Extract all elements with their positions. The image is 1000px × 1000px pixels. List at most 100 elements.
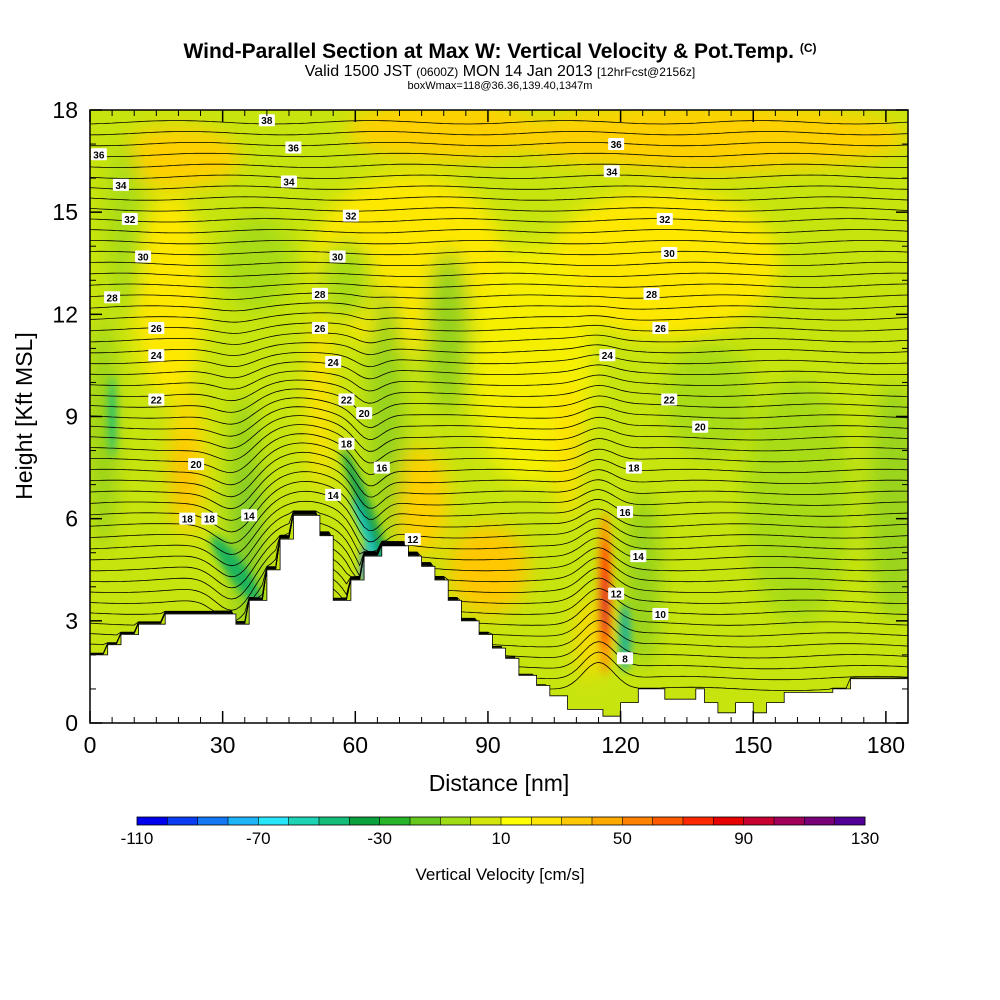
contour-label: 18 (338, 437, 355, 451)
contour-label: 28 (104, 291, 121, 304)
contour-label-text: 34 (606, 167, 618, 178)
contour-label-text: 18 (204, 515, 216, 526)
colorbar-swatch (288, 817, 320, 825)
contour-label-text: 34 (115, 181, 127, 192)
contour-label: 14 (630, 550, 647, 563)
contour-label-text: 16 (619, 508, 631, 519)
theta-contour-line (90, 302, 908, 312)
x-tick-label: 180 (867, 732, 905, 758)
contour-label: 34 (280, 175, 297, 189)
colorbar-swatch (228, 817, 259, 825)
theta-contour-line (90, 406, 908, 440)
colorbar-swatch (167, 817, 199, 825)
contour-label: 32 (121, 212, 138, 226)
y-axis-label: Height [Kft MSL] (11, 332, 37, 499)
contour-label-text: 28 (646, 290, 658, 301)
colorbar-swatch (470, 817, 502, 825)
colorbar: -110 -70 -30 10 50 90 130 (121, 816, 879, 848)
x-axis-label: Distance [nm] (429, 770, 570, 796)
contour-label-text: 18 (182, 515, 194, 526)
theta-contour-line (90, 185, 908, 190)
contour-label: 36 (285, 141, 302, 154)
theta-contour-line (90, 218, 908, 223)
theta-contour-line (90, 511, 908, 622)
theta-contour-line (90, 120, 908, 125)
colorbar-tick-label: 50 (613, 829, 632, 848)
colorbar-swatch (743, 817, 775, 825)
contour-label: 36 (90, 148, 107, 161)
colorbar-tick-label: -30 (367, 829, 392, 848)
theta-contour-line (90, 424, 908, 464)
theta-contour-line (90, 511, 908, 589)
contour-label: 32 (656, 212, 673, 226)
theta-contour-line (90, 250, 908, 256)
colorbar-swatch (319, 817, 350, 825)
x-tick-label: 120 (601, 732, 639, 758)
colorbar-swatch (561, 817, 593, 825)
valid-utc: (0600Z) (416, 65, 459, 79)
colorbar-label: Vertical Velocity [cm/s] (415, 865, 584, 884)
contour-label-text: 34 (283, 178, 295, 189)
theta-contour-line (90, 490, 908, 544)
theta-contour-line (90, 174, 908, 179)
theta-contour-line (90, 379, 908, 404)
y-tick-label: 0 (65, 710, 78, 736)
colorbar-tick-label: -110 (121, 829, 154, 848)
y-tick-label: 15 (52, 199, 78, 225)
contour-label: 28 (311, 287, 328, 301)
contour-label: 20 (356, 407, 373, 420)
title-block: Wind-Parallel Section at Max W: Vertical… (0, 36, 1000, 92)
contour-label: 28 (643, 287, 660, 301)
contour-label-text: 20 (191, 460, 203, 471)
contour-label: 22 (148, 393, 165, 406)
theta-contour-line (90, 388, 908, 416)
theta-contour-line (90, 152, 908, 158)
contour-label: 8 (617, 652, 634, 665)
y-tick-label: 12 (52, 301, 78, 327)
contour-label: 26 (148, 321, 165, 335)
contour-label-text: 12 (611, 590, 623, 601)
y-tick-label: 6 (65, 506, 78, 532)
y-tick-label: 9 (65, 404, 78, 430)
colorbar-swatch (774, 817, 805, 825)
contour-label: 22 (338, 393, 355, 406)
contour-label-text: 38 (261, 116, 273, 127)
contour-label-text: 14 (328, 491, 340, 502)
contour-label: 24 (325, 356, 342, 369)
theta-contour-line (90, 510, 908, 567)
contour-label-text: 18 (628, 464, 640, 475)
theta-contour-line (90, 240, 908, 245)
theta-contour-line (90, 261, 908, 266)
contour-label-text: 26 (314, 324, 326, 335)
contour-label: 36 (608, 138, 625, 151)
theta-contour-line (90, 332, 908, 345)
colorbar-swatch (683, 817, 714, 825)
colorbar-swatch (592, 817, 623, 825)
contour-label-text: 26 (151, 324, 163, 335)
contour-label: 14 (325, 488, 342, 502)
chart-title: Wind-Parallel Section at Max W: Vertical… (0, 36, 1000, 64)
contour-label-text: 24 (328, 358, 340, 369)
contour-label: 14 (241, 509, 258, 522)
theta-contour-line (90, 272, 908, 277)
contour-label-text: 14 (244, 511, 256, 522)
contour-label: 16 (617, 505, 634, 519)
valid-date: MON 14 Jan 2013 (462, 63, 593, 80)
contour-label-text: 36 (611, 140, 623, 151)
contour-label-text: 24 (151, 351, 163, 362)
theta-contour-line (90, 342, 908, 356)
theta-contour-line (90, 415, 908, 452)
contour-label-text: 26 (655, 324, 667, 335)
valid-time: Valid 1500 JST (304, 63, 412, 80)
colorbar-tick-label: -70 (246, 829, 271, 848)
colorbar-swatch (379, 817, 411, 825)
colorbar-tick-label: 130 (851, 829, 879, 848)
colorbar-swatch (652, 817, 684, 825)
contour-label: 30 (135, 250, 152, 263)
theta-contour-line (90, 229, 908, 234)
x-tick-label: 90 (475, 732, 501, 758)
contour-label: 30 (329, 250, 346, 263)
contour-label: 18 (201, 512, 218, 526)
contour-label: 34 (603, 165, 620, 178)
contour-label-text: 30 (664, 249, 676, 260)
